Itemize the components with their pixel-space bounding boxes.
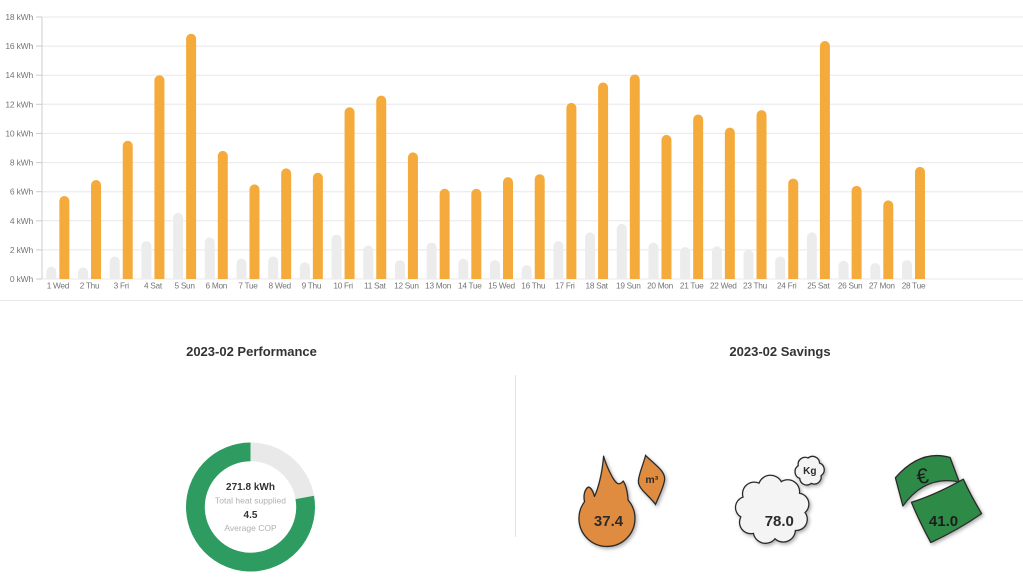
svg-text:0 kWh: 0 kWh — [10, 274, 34, 284]
svg-text:21 Tue: 21 Tue — [680, 281, 704, 291]
svg-text:Kg: Kg — [803, 466, 816, 477]
svg-text:14 Tue: 14 Tue — [458, 281, 482, 291]
svg-text:3 Fri: 3 Fri — [114, 281, 130, 291]
svg-text:25 Sat: 25 Sat — [807, 281, 830, 291]
svg-text:20 Mon: 20 Mon — [647, 281, 674, 291]
svg-text:27 Mon: 27 Mon — [869, 281, 896, 291]
svg-text:m³: m³ — [645, 474, 658, 486]
svg-text:7 Tue: 7 Tue — [238, 281, 258, 291]
svg-text:12 Sun: 12 Sun — [394, 281, 419, 291]
svg-text:9 Thu: 9 Thu — [302, 281, 322, 291]
svg-text:24 Fri: 24 Fri — [777, 281, 797, 291]
svg-text:12 kWh: 12 kWh — [5, 99, 33, 109]
svg-text:18 Sat: 18 Sat — [586, 281, 609, 291]
svg-text:2 Thu: 2 Thu — [80, 281, 100, 291]
svg-text:11 Sat: 11 Sat — [364, 281, 387, 291]
svg-text:1 Wed: 1 Wed — [47, 281, 70, 291]
svg-text:14 kWh: 14 kWh — [5, 70, 33, 80]
svg-text:13 Mon: 13 Mon — [425, 281, 452, 291]
svg-text:18 kWh: 18 kWh — [5, 12, 33, 22]
svg-text:Average COP: Average COP — [224, 523, 277, 533]
svg-text:17 Fri: 17 Fri — [555, 281, 575, 291]
svg-text:4 Sat: 4 Sat — [144, 281, 163, 291]
svg-text:15 Wed: 15 Wed — [488, 281, 515, 291]
svg-text:4 kWh: 4 kWh — [10, 216, 34, 226]
svg-text:Total heat supplied: Total heat supplied — [215, 496, 286, 506]
svg-text:2023-02 Savings: 2023-02 Savings — [729, 344, 830, 359]
svg-text:8 kWh: 8 kWh — [10, 158, 34, 168]
svg-text:271.8 kWh: 271.8 kWh — [226, 482, 275, 493]
svg-text:8 Wed: 8 Wed — [269, 281, 292, 291]
svg-text:6 kWh: 6 kWh — [10, 187, 34, 197]
svg-text:2023-02 Performance: 2023-02 Performance — [186, 344, 317, 359]
svg-text:22 Wed: 22 Wed — [710, 281, 737, 291]
svg-text:37.4: 37.4 — [594, 513, 624, 530]
svg-text:10 Fri: 10 Fri — [333, 281, 353, 291]
svg-text:2 kWh: 2 kWh — [10, 245, 34, 255]
svg-text:€: € — [915, 464, 931, 490]
svg-text:19 Sun: 19 Sun — [616, 281, 641, 291]
svg-text:4.5: 4.5 — [244, 510, 258, 521]
svg-text:26 Sun: 26 Sun — [838, 281, 863, 291]
svg-text:41.0: 41.0 — [929, 513, 958, 530]
svg-text:16 Thu: 16 Thu — [521, 281, 546, 291]
svg-text:6 Mon: 6 Mon — [206, 281, 228, 291]
svg-text:28 Tue: 28 Tue — [902, 281, 926, 291]
svg-text:78.0: 78.0 — [765, 513, 794, 530]
svg-text:23 Thu: 23 Thu — [743, 281, 768, 291]
svg-text:5 Sun: 5 Sun — [175, 281, 196, 291]
svg-text:16 kWh: 16 kWh — [5, 41, 33, 51]
svg-text:10 kWh: 10 kWh — [5, 128, 33, 138]
